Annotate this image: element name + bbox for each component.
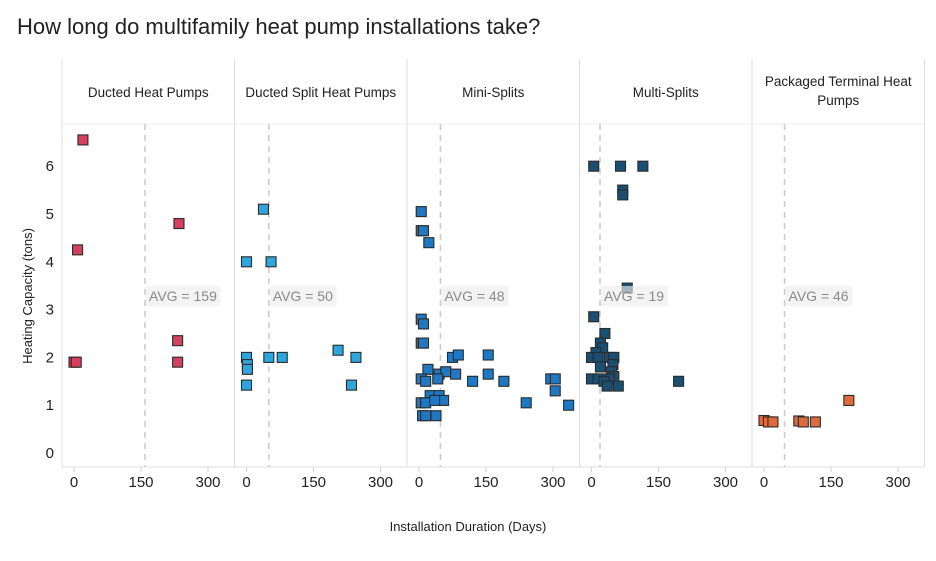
data-point-ducted-split-heat-pumps	[257, 203, 270, 215]
x-tick-label: 0	[70, 474, 78, 491]
data-point-mini-splits	[482, 349, 494, 361]
x-axis-label: Installation Duration (Days)	[390, 519, 547, 534]
data-point-multi-splits	[673, 375, 685, 387]
data-point-mini-splits	[420, 410, 432, 422]
x-tick-label: 150	[301, 474, 326, 491]
data-point-mini-splits	[452, 349, 464, 361]
y-tick-label: 2	[46, 349, 54, 366]
data-point-multi-splits	[594, 361, 606, 373]
data-point-ducted-split-heat-pumps	[240, 379, 253, 391]
data-point-packaged-terminal-heat-pumps	[809, 416, 821, 428]
data-point-multi-splits	[592, 351, 604, 363]
data-point-ducted-split-heat-pumps	[241, 363, 253, 375]
avg-label-ducted-split-heat-pumps: AVG = 50	[273, 288, 333, 304]
data-point-mini-splits	[549, 373, 561, 385]
data-point-mini-splits	[430, 410, 442, 422]
data-point-mini-splits	[417, 318, 430, 330]
chart-title: How long do multifamily heat pump instal…	[17, 14, 541, 39]
x-tick-label: 150	[646, 474, 671, 491]
facet-title-mini-splits: Mini-Splits	[462, 85, 525, 100]
data-point-packaged-terminal-heat-pumps	[767, 416, 779, 428]
avg-label-packaged-terminal-heat-pumps: AVG = 46	[789, 288, 849, 304]
data-point-ducted-heat-pumps	[72, 244, 84, 256]
data-point-ducted-split-heat-pumps	[345, 379, 358, 391]
data-point-ducted-split-heat-pumps	[240, 256, 253, 268]
data-point-packaged-terminal-heat-pumps	[797, 416, 809, 428]
y-tick-label: 1	[46, 397, 54, 414]
data-point-mini-splits	[432, 373, 444, 385]
data-point-mini-splits	[498, 375, 510, 387]
data-point-mini-splits	[422, 363, 434, 375]
avg-label-mini-splits: AVG = 48	[444, 288, 504, 304]
avg-label-bg	[785, 286, 853, 306]
data-point-mini-splits	[563, 399, 575, 411]
data-point-packaged-terminal-heat-pumps	[843, 394, 855, 406]
data-point-ducted-split-heat-pumps	[350, 351, 362, 363]
data-point-ducted-heat-pumps	[172, 356, 184, 368]
x-tick-label: 0	[760, 474, 768, 491]
facet-title-ducted-split-heat-pumps: Ducted Split Heat Pumps	[245, 85, 396, 100]
x-tick-label: 150	[473, 474, 498, 491]
data-point-ducted-split-heat-pumps	[263, 351, 275, 363]
x-tick-label: 150	[128, 474, 153, 491]
avg-label-bg	[146, 286, 221, 306]
avg-label-bg	[269, 286, 337, 306]
x-tick-label: 0	[415, 474, 423, 491]
data-point-ducted-heat-pumps	[70, 356, 82, 368]
data-point-ducted-split-heat-pumps	[265, 256, 277, 268]
facet-title-packaged-terminal-heat-pumps-line2: Pumps	[817, 93, 859, 108]
data-point-mini-splits	[467, 375, 479, 387]
data-point-multi-splits	[599, 327, 611, 340]
y-tick-label: 0	[46, 445, 54, 462]
data-point-multi-splits	[612, 380, 624, 392]
data-point-mini-splits	[549, 385, 561, 397]
x-tick-label: 300	[885, 474, 910, 491]
avg-label-bg	[600, 286, 668, 306]
avg-label-bg	[441, 286, 509, 306]
x-tick-label: 0	[242, 474, 250, 491]
data-point-mini-splits	[520, 397, 532, 409]
avg-label-ducted-heat-pumps: AVG = 159	[149, 288, 217, 304]
data-point-mini-splits	[417, 225, 430, 237]
data-point-mini-splits	[482, 368, 494, 380]
facet-title-packaged-terminal-heat-pumps: Packaged Terminal Heat	[765, 74, 912, 89]
data-point-mini-splits	[423, 237, 435, 249]
data-point-multi-splits	[637, 160, 649, 172]
data-point-multi-splits	[601, 380, 613, 392]
x-tick-label: 300	[713, 474, 738, 491]
y-tick-label: 5	[46, 206, 54, 223]
data-point-ducted-heat-pumps	[77, 134, 89, 146]
x-tick-label: 300	[540, 474, 565, 491]
facet-title-ducted-heat-pumps: Ducted Heat Pumps	[88, 85, 209, 100]
data-point-mini-splits	[429, 394, 441, 406]
data-point-mini-splits	[420, 375, 432, 387]
data-point-ducted-heat-pumps	[172, 335, 184, 347]
data-point-ducted-heat-pumps	[173, 218, 185, 230]
data-point-multi-splits	[614, 160, 627, 172]
data-point-multi-splits	[588, 160, 600, 172]
data-point-mini-splits	[415, 206, 427, 218]
x-tick-label: 300	[368, 474, 393, 491]
avg-label-multi-splits: AVG = 19	[604, 288, 664, 304]
y-tick-label: 3	[46, 302, 54, 319]
x-tick-label: 150	[818, 474, 843, 491]
x-tick-label: 0	[587, 474, 595, 491]
facet-title-multi-splits: Multi-Splits	[633, 85, 699, 100]
data-point-multi-splits	[588, 311, 600, 323]
y-tick-label: 4	[46, 254, 54, 271]
data-point-ducted-split-heat-pumps	[276, 351, 288, 363]
data-point-ducted-split-heat-pumps	[332, 344, 344, 356]
y-axis-label: Heating Capacity (tons)	[20, 228, 35, 364]
data-point-multi-splits	[617, 189, 629, 201]
y-tick-label: 6	[46, 158, 54, 175]
data-point-mini-splits	[417, 337, 430, 349]
x-tick-label: 300	[195, 474, 220, 491]
data-point-mini-splits	[450, 368, 462, 380]
